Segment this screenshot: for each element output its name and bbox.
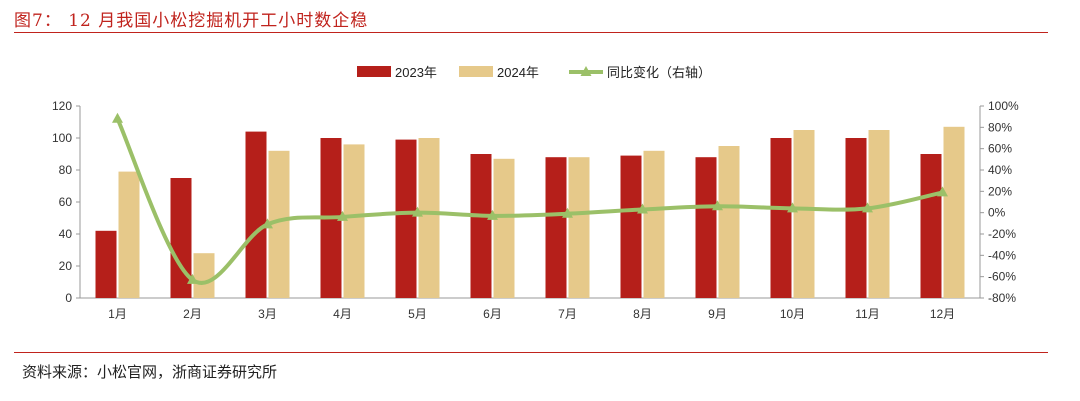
- legend-label: 同比变化（右轴）: [607, 65, 711, 80]
- bar-2024: [943, 126, 965, 298]
- right-tick-label: -80%: [988, 291, 1016, 305]
- bar-2024: [418, 138, 440, 298]
- yoy-point: [112, 112, 123, 123]
- yoy-point: [487, 209, 498, 220]
- right-tick-label: 80%: [988, 120, 1012, 134]
- legend-swatch: [580, 66, 592, 76]
- left-tick-label: 60: [59, 195, 73, 209]
- x-tick-label: 2月: [183, 307, 202, 321]
- x-tick-label: 1月: [108, 307, 127, 321]
- right-tick-label: -60%: [988, 270, 1016, 284]
- left-tick-label: 100: [52, 131, 72, 145]
- x-tick-label: 12月: [930, 307, 955, 321]
- bar-2024: [643, 150, 665, 298]
- x-tick-label: 9月: [708, 307, 727, 321]
- x-tick-label: 11月: [855, 307, 879, 321]
- bar-2024: [268, 150, 290, 298]
- x-tick-label: 5月: [408, 307, 427, 321]
- bar-2024: [793, 130, 815, 298]
- legend-swatch: [357, 66, 391, 77]
- top-divider: [14, 32, 1048, 33]
- yoy-point: [412, 206, 423, 217]
- source-note: 资料来源：小松官网，浙商证券研究所: [22, 363, 278, 381]
- yoy-line: [112, 112, 948, 285]
- bar-2024: [568, 157, 590, 298]
- yoy-line-path: [115, 116, 945, 285]
- legend-label: 2024年: [497, 65, 539, 80]
- bar-2023: [770, 138, 792, 298]
- yoy-point: [937, 186, 948, 197]
- yoy-point: [337, 210, 348, 221]
- yoy-point: [712, 200, 723, 211]
- bar-2023: [920, 154, 942, 298]
- right-tick-label: -40%: [988, 248, 1016, 262]
- tick-labels: 0 20 40 60 80 100 120 -80% -60% -40% -20% 0% 20% 40% 6…: [52, 99, 1019, 321]
- right-tick-label: 0%: [988, 206, 1006, 220]
- bar-2024: [343, 144, 365, 298]
- yoy-point: [262, 218, 273, 229]
- bar-2023: [170, 178, 192, 298]
- right-tick-label: 20%: [988, 184, 1012, 198]
- bar-2023: [845, 138, 867, 298]
- right-tick-label: 100%: [988, 99, 1019, 113]
- right-tick-label: -20%: [988, 227, 1016, 241]
- left-tick-label: 20: [59, 259, 73, 273]
- x-tick-label: 4月: [333, 307, 352, 321]
- yoy-point: [562, 207, 573, 218]
- combo-chart: 2023年 2024年 同比变化（右轴） 0 20 40 60 80 100 120 -80% -6…: [52, 65, 1019, 321]
- yoy-point: [787, 202, 798, 213]
- bar-2024: [193, 253, 215, 298]
- yoy-point: [187, 273, 198, 284]
- axes: [76, 105, 984, 299]
- left-tick-label: 80: [59, 163, 73, 177]
- bar-2024: [868, 130, 890, 298]
- yoy-point: [862, 202, 873, 213]
- x-tick-label: 3月: [258, 307, 277, 321]
- right-tick-label: 40%: [988, 163, 1012, 177]
- figure-title: 图7： 12 月我国小松挖掘机开工小时数企稳: [14, 11, 369, 31]
- yoy-point: [637, 203, 648, 214]
- legend-label: 2023年: [395, 65, 437, 80]
- left-tick-label: 40: [59, 227, 73, 241]
- left-tick-label: 120: [52, 99, 72, 113]
- bar-2023: [545, 157, 567, 298]
- bar-2023: [95, 230, 117, 298]
- bar-2023: [620, 155, 642, 298]
- bar-2023: [470, 154, 492, 298]
- x-tick-label: 6月: [483, 307, 502, 321]
- left-tick-label: 0: [65, 291, 72, 305]
- bar-2023: [395, 139, 417, 298]
- bar-2023: [695, 157, 717, 298]
- bottom-divider: [14, 352, 1048, 353]
- legend: 2023年 2024年 同比变化（右轴）: [357, 65, 711, 80]
- bars: [95, 126, 965, 298]
- legend-swatch: [459, 66, 493, 77]
- bar-2024: [718, 146, 740, 298]
- bar-2024: [118, 171, 140, 298]
- bar-2023: [245, 131, 267, 298]
- bar-2024: [493, 158, 515, 298]
- x-tick-label: 7月: [558, 307, 577, 321]
- x-tick-label: 8月: [633, 307, 652, 321]
- right-tick-label: 60%: [988, 142, 1012, 156]
- x-tick-label: 10月: [780, 307, 805, 321]
